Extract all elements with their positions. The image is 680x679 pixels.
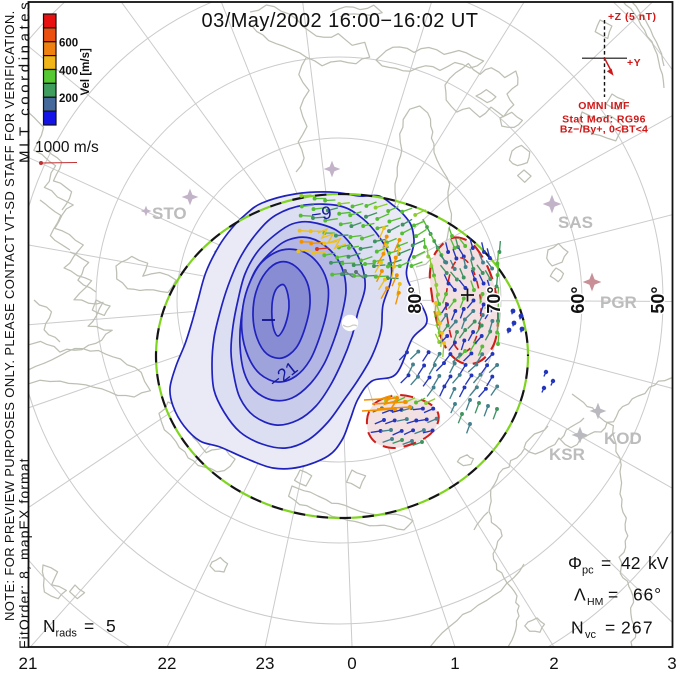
svg-text:400: 400 (59, 65, 78, 77)
svg-text:−9: −9 (310, 202, 333, 225)
svg-text:200: 200 (59, 93, 78, 105)
svg-text:80°: 80° (405, 286, 425, 313)
svg-text:OMNI IMF: OMNI IMF (578, 100, 630, 112)
svg-text:PGR: PGR (600, 293, 637, 312)
svg-text:1000 m/s: 1000 m/s (35, 139, 99, 156)
svg-text:2: 2 (549, 654, 558, 673)
svg-text:MLT coordinates: MLT coordinates (17, 0, 34, 163)
svg-text:Bz−/By+, 0<BT<4: Bz−/By+, 0<BT<4 (560, 124, 648, 136)
svg-text:03/May/2002 16:00−16:02 UT: 03/May/2002 16:00−16:02 UT (202, 10, 479, 32)
svg-text:Nvc=267: Nvc=267 (571, 618, 654, 642)
svg-text:1: 1 (450, 654, 459, 673)
svg-text:0: 0 (347, 654, 356, 673)
svg-text:Vel [m/s]: Vel [m/s] (80, 48, 92, 95)
svg-text:50°: 50° (648, 286, 668, 313)
svg-text:600: 600 (59, 38, 78, 50)
svg-text:KOD: KOD (604, 429, 642, 448)
svg-text:NOTE: FOR PREVIEW PURPOSES ONL: NOTE: FOR PREVIEW PURPOSES ONLY. PLEASE … (2, 10, 17, 621)
svg-text:22: 22 (158, 654, 177, 673)
svg-text:+Y: +Y (627, 57, 641, 69)
svg-text:+Z (5 nT): +Z (5 nT) (608, 11, 657, 23)
svg-text:STO: STO (152, 204, 187, 223)
svg-text:3: 3 (667, 654, 676, 673)
svg-text:SAS: SAS (558, 213, 593, 232)
svg-text:KSR: KSR (549, 445, 585, 464)
svg-text:23: 23 (256, 654, 275, 673)
svg-text:70°: 70° (484, 286, 504, 313)
svg-text:60°: 60° (568, 286, 588, 313)
svg-text:21: 21 (19, 654, 38, 673)
svg-text:FitOrder: 8, mapEX format: FitOrder: 8, mapEX format (16, 457, 32, 649)
